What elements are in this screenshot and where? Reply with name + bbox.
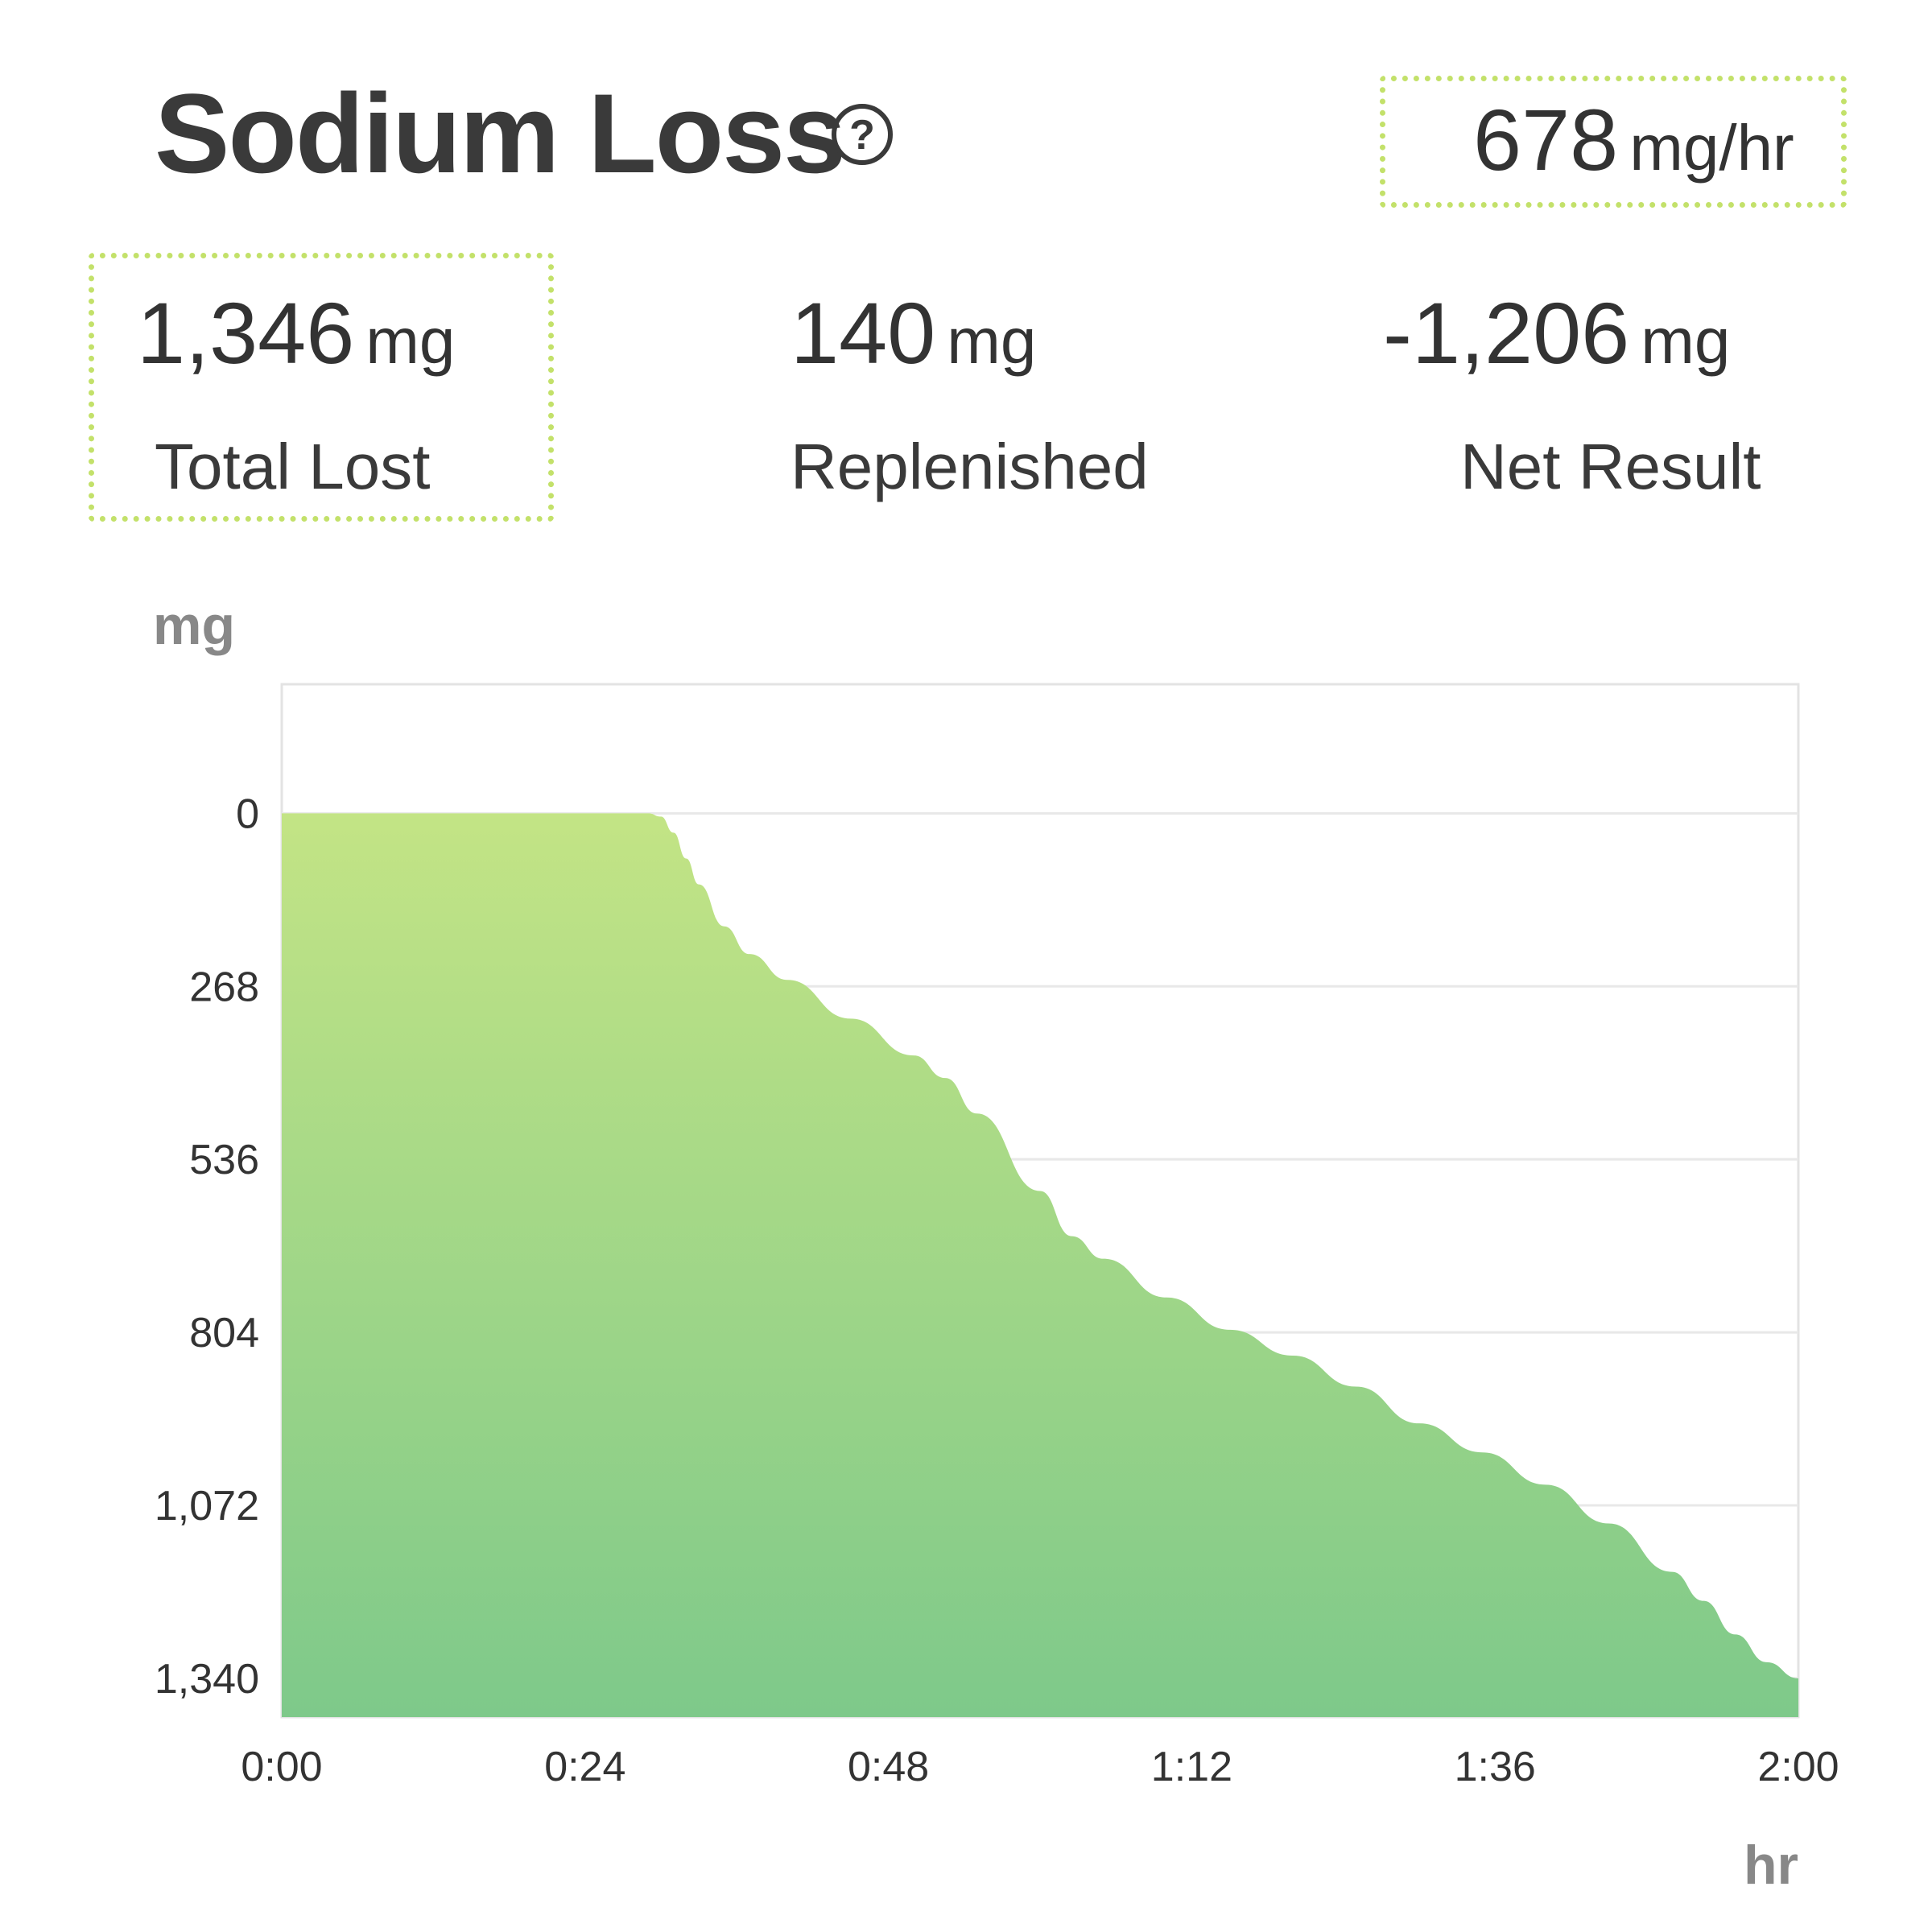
y-axis-label: mg	[153, 596, 235, 656]
y-tick-label: 536	[189, 1137, 259, 1183]
replenished-label: Replenished	[791, 431, 1149, 502]
replenished-number: 140	[791, 284, 936, 382]
svg-text:?: ?	[849, 112, 875, 159]
sodium-loss-area	[282, 813, 1798, 1717]
sodium-rate-unit: mg/hr	[1629, 112, 1794, 184]
y-tick-label: 804	[189, 1310, 259, 1356]
net-result-label: Net Result	[1460, 431, 1761, 502]
y-tick-label: 0	[236, 791, 259, 837]
sodium-rate: 678 mg/hr	[1473, 97, 1794, 184]
x-tick-label: 0:00	[241, 1744, 322, 1790]
total-lost-highlight-box	[89, 253, 554, 522]
sodium-loss-chart: 0 268 536 804 1,072 1,340 0:00 0:24 0:48 1:12 1:36…	[153, 596, 1839, 1896]
x-axis-label: hr	[1744, 1835, 1798, 1896]
x-tick-label: 2:00	[1757, 1744, 1839, 1790]
replenished-value: 140 mg	[791, 290, 1036, 377]
total-lost-unit: mg	[365, 305, 456, 377]
question-circle-icon[interactable]: ?	[830, 102, 894, 167]
replenished-unit: mg	[947, 305, 1037, 377]
total-lost-value: 1,346 mg	[137, 290, 455, 377]
x-tick-label: 1:36	[1455, 1744, 1536, 1790]
page-title: Sodium Loss	[155, 70, 846, 196]
y-tick-label: 1,340	[155, 1656, 259, 1703]
net-result-value: -1,206 mg	[1383, 290, 1730, 377]
y-tick-label: 268	[189, 964, 259, 1010]
total-lost-label: Total Lost	[155, 431, 431, 502]
sodium-rate-value: 678	[1473, 91, 1619, 188]
net-result-number: -1,206	[1383, 284, 1630, 382]
y-tick-label: 1,072	[155, 1483, 259, 1530]
x-tick-label: 0:48	[848, 1744, 929, 1790]
net-result-unit: mg	[1641, 305, 1731, 377]
x-tick-label: 0:24	[544, 1744, 625, 1790]
total-lost-number: 1,346	[137, 284, 355, 382]
x-tick-label: 1:12	[1151, 1744, 1232, 1790]
rate-highlight-box	[1380, 76, 1847, 208]
